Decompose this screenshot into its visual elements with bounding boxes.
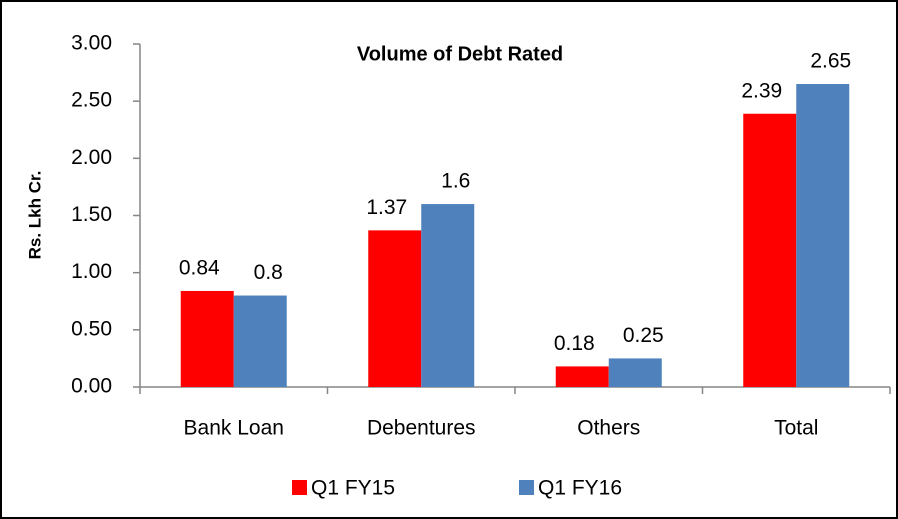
bar — [555, 366, 609, 387]
bar — [368, 230, 422, 387]
data-label: 0.25 — [623, 324, 664, 347]
y-tick-label: 3.00 — [71, 32, 112, 55]
data-label: 0.18 — [554, 332, 595, 355]
bar — [421, 204, 475, 387]
bar — [180, 290, 234, 387]
bar — [743, 113, 797, 387]
bar — [608, 358, 662, 387]
bar — [796, 84, 850, 388]
data-label: 2.39 — [741, 79, 782, 102]
y-tick-label: 0.00 — [71, 375, 112, 398]
legend-label: Q1 FY15 — [311, 477, 395, 500]
y-tick-label: 2.50 — [71, 89, 112, 112]
data-label: 2.65 — [810, 50, 851, 73]
y-tick-label: 0.50 — [71, 317, 112, 340]
y-axis-label: Rs. Lkh Cr. — [25, 171, 44, 260]
chart-title: Volume of Debt Rated — [357, 43, 563, 65]
data-label: 1.6 — [441, 170, 470, 193]
legend-swatch — [519, 480, 534, 495]
bar — [233, 295, 287, 387]
legend-label: Q1 FY16 — [538, 477, 622, 500]
x-tick-label: Bank Loan — [184, 417, 284, 440]
y-tick-label: 2.00 — [71, 146, 112, 169]
data-label: 0.8 — [254, 261, 283, 284]
data-label: 0.84 — [179, 257, 220, 280]
y-tick-label: 1.50 — [71, 203, 112, 226]
x-tick-label: Debentures — [367, 417, 476, 440]
x-tick-label: Total — [774, 417, 818, 440]
y-tick-label: 1.00 — [71, 260, 112, 283]
x-tick-label: Others — [577, 417, 640, 440]
legend-swatch — [292, 480, 307, 495]
data-label: 1.37 — [366, 196, 407, 219]
